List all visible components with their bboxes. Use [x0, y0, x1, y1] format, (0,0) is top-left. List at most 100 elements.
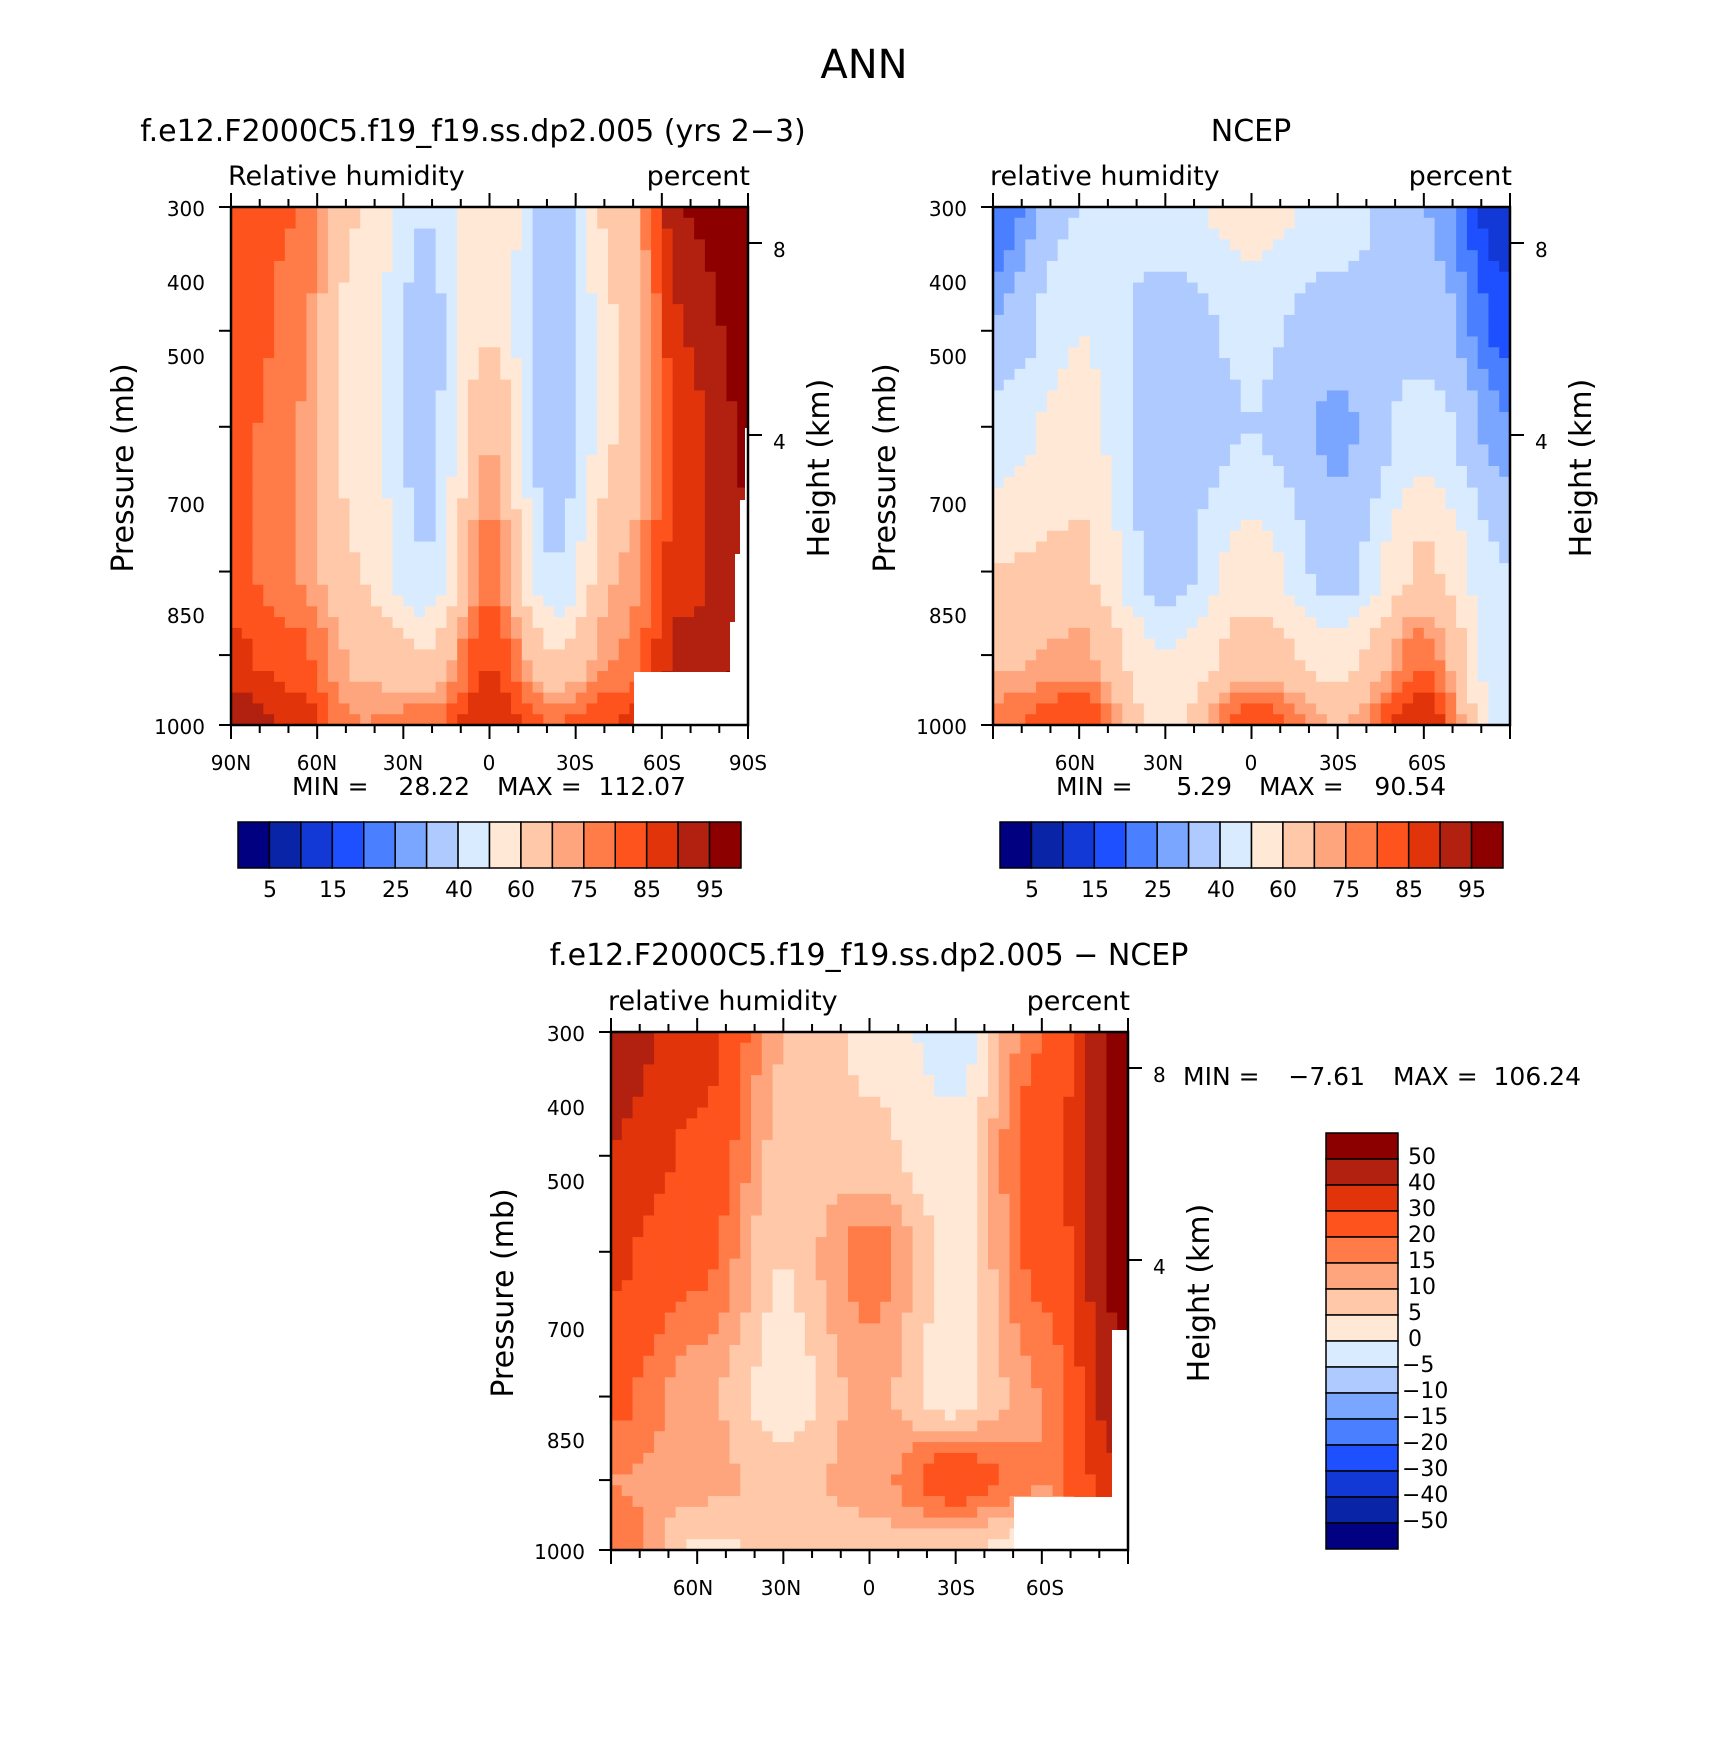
- contour-cell: [554, 519, 566, 532]
- contour-cell: [327, 401, 340, 413]
- contour-cell: [704, 433, 717, 446]
- contour-cell: [1402, 573, 1414, 586]
- contour-cell: [858, 1064, 871, 1076]
- contour-cell: [1456, 649, 1468, 661]
- contour-cell: [993, 563, 1005, 575]
- contour-cell: [1068, 304, 1080, 316]
- contour-cell: [1305, 444, 1317, 456]
- contour-cell: [1273, 358, 1285, 370]
- contour-cell: [424, 476, 437, 489]
- contour-cell: [1359, 552, 1371, 564]
- contour-cell: [1111, 358, 1123, 370]
- contour-cell: [554, 509, 566, 521]
- contour-cell: [231, 563, 243, 575]
- contour-cell: [231, 466, 243, 478]
- contour-cell: [1326, 455, 1339, 467]
- contour-cell: [403, 649, 415, 661]
- contour-cell: [1186, 584, 1199, 597]
- contour-cell: [1122, 282, 1134, 294]
- contour-cell: [1316, 595, 1328, 607]
- contour-cell: [295, 519, 307, 532]
- contour-cell: [629, 314, 641, 327]
- contour-cell: [661, 584, 674, 597]
- contour-cell: [360, 519, 372, 532]
- contour-cell: [1014, 293, 1026, 305]
- contour-cell: [1240, 509, 1253, 521]
- contour-cell: [511, 347, 523, 359]
- contour-cell: [1176, 314, 1188, 327]
- contour-cell: [618, 703, 631, 715]
- contour-cell: [1488, 282, 1500, 294]
- contour-cell: [360, 379, 372, 392]
- colorbar-swatch: [1062, 821, 1096, 869]
- contour-cell: [1305, 487, 1317, 499]
- contour-cell: [704, 282, 717, 294]
- contour-cell: [1036, 347, 1048, 359]
- contour-cell: [869, 1032, 881, 1044]
- contour-cell: [1003, 584, 1016, 597]
- contour-cell: [1208, 638, 1220, 651]
- contour-cell: [575, 271, 588, 284]
- contour-cell: [1326, 498, 1339, 510]
- contour-cell: [1477, 681, 1490, 694]
- contour-cell: [521, 358, 534, 370]
- contour-cell: [317, 217, 329, 230]
- contour-cell: [1111, 530, 1123, 543]
- contour-cell: [1380, 314, 1393, 327]
- contour-cell: [543, 379, 555, 392]
- contour-cell: [1014, 228, 1026, 240]
- contour-cell: [564, 617, 577, 629]
- contour-cell: [640, 293, 652, 305]
- contour-cell: [1143, 660, 1156, 672]
- contour-cell: [1197, 681, 1210, 694]
- contour-cell: [1079, 487, 1091, 499]
- contour-cell: [457, 412, 469, 424]
- contour-cell: [1046, 271, 1059, 284]
- contour-cell: [338, 487, 351, 499]
- contour-cell: [1283, 207, 1296, 219]
- contour-cell: [586, 649, 598, 661]
- contour-cell: [1133, 714, 1145, 725]
- contour-cell: [1359, 293, 1371, 305]
- contour-cell: [618, 584, 631, 597]
- contour-cell: [1240, 401, 1253, 413]
- contour-cell: [414, 573, 426, 586]
- contour-cell: [737, 282, 748, 294]
- contour-cell: [252, 703, 264, 715]
- contour-cell: [1100, 412, 1113, 424]
- contour-cell: [1089, 703, 1102, 715]
- contour-cell: [1046, 519, 1059, 532]
- contour-cell: [1100, 336, 1113, 348]
- contour-cell: [1466, 671, 1479, 683]
- contour-cell: [1122, 476, 1134, 489]
- contour-cell: [284, 703, 297, 715]
- contour-cell: [511, 671, 523, 683]
- contour-cell: [252, 455, 264, 467]
- contour-cell: [901, 1053, 914, 1065]
- contour-cell: [586, 573, 598, 586]
- contour-cell: [521, 509, 534, 521]
- contour-cell: [306, 336, 318, 348]
- contour-cell: [1100, 617, 1113, 629]
- contour-cell: [1089, 444, 1102, 456]
- max-value: 112.07: [599, 772, 686, 801]
- contour-cell: [511, 584, 523, 597]
- contour-cell: [1197, 401, 1210, 413]
- contour-cell: [1402, 509, 1414, 521]
- contour-cell: [607, 487, 620, 499]
- contour-cell: [467, 552, 480, 564]
- contour-cell: [1273, 433, 1285, 446]
- contour-cell: [597, 509, 609, 521]
- contour-cell: [1229, 250, 1242, 262]
- contour-cell: [704, 304, 717, 316]
- contour-cell: [607, 519, 620, 532]
- contour-cell: [500, 466, 512, 478]
- contour-cell: [338, 595, 351, 607]
- contour-cell: [489, 627, 501, 640]
- contour-cell: [338, 325, 351, 338]
- contour-cell: [640, 552, 652, 564]
- contour-cell: [632, 1042, 644, 1055]
- contour-cell: [360, 681, 372, 694]
- contour-cell: [751, 1042, 763, 1055]
- contour-cell: [446, 271, 458, 284]
